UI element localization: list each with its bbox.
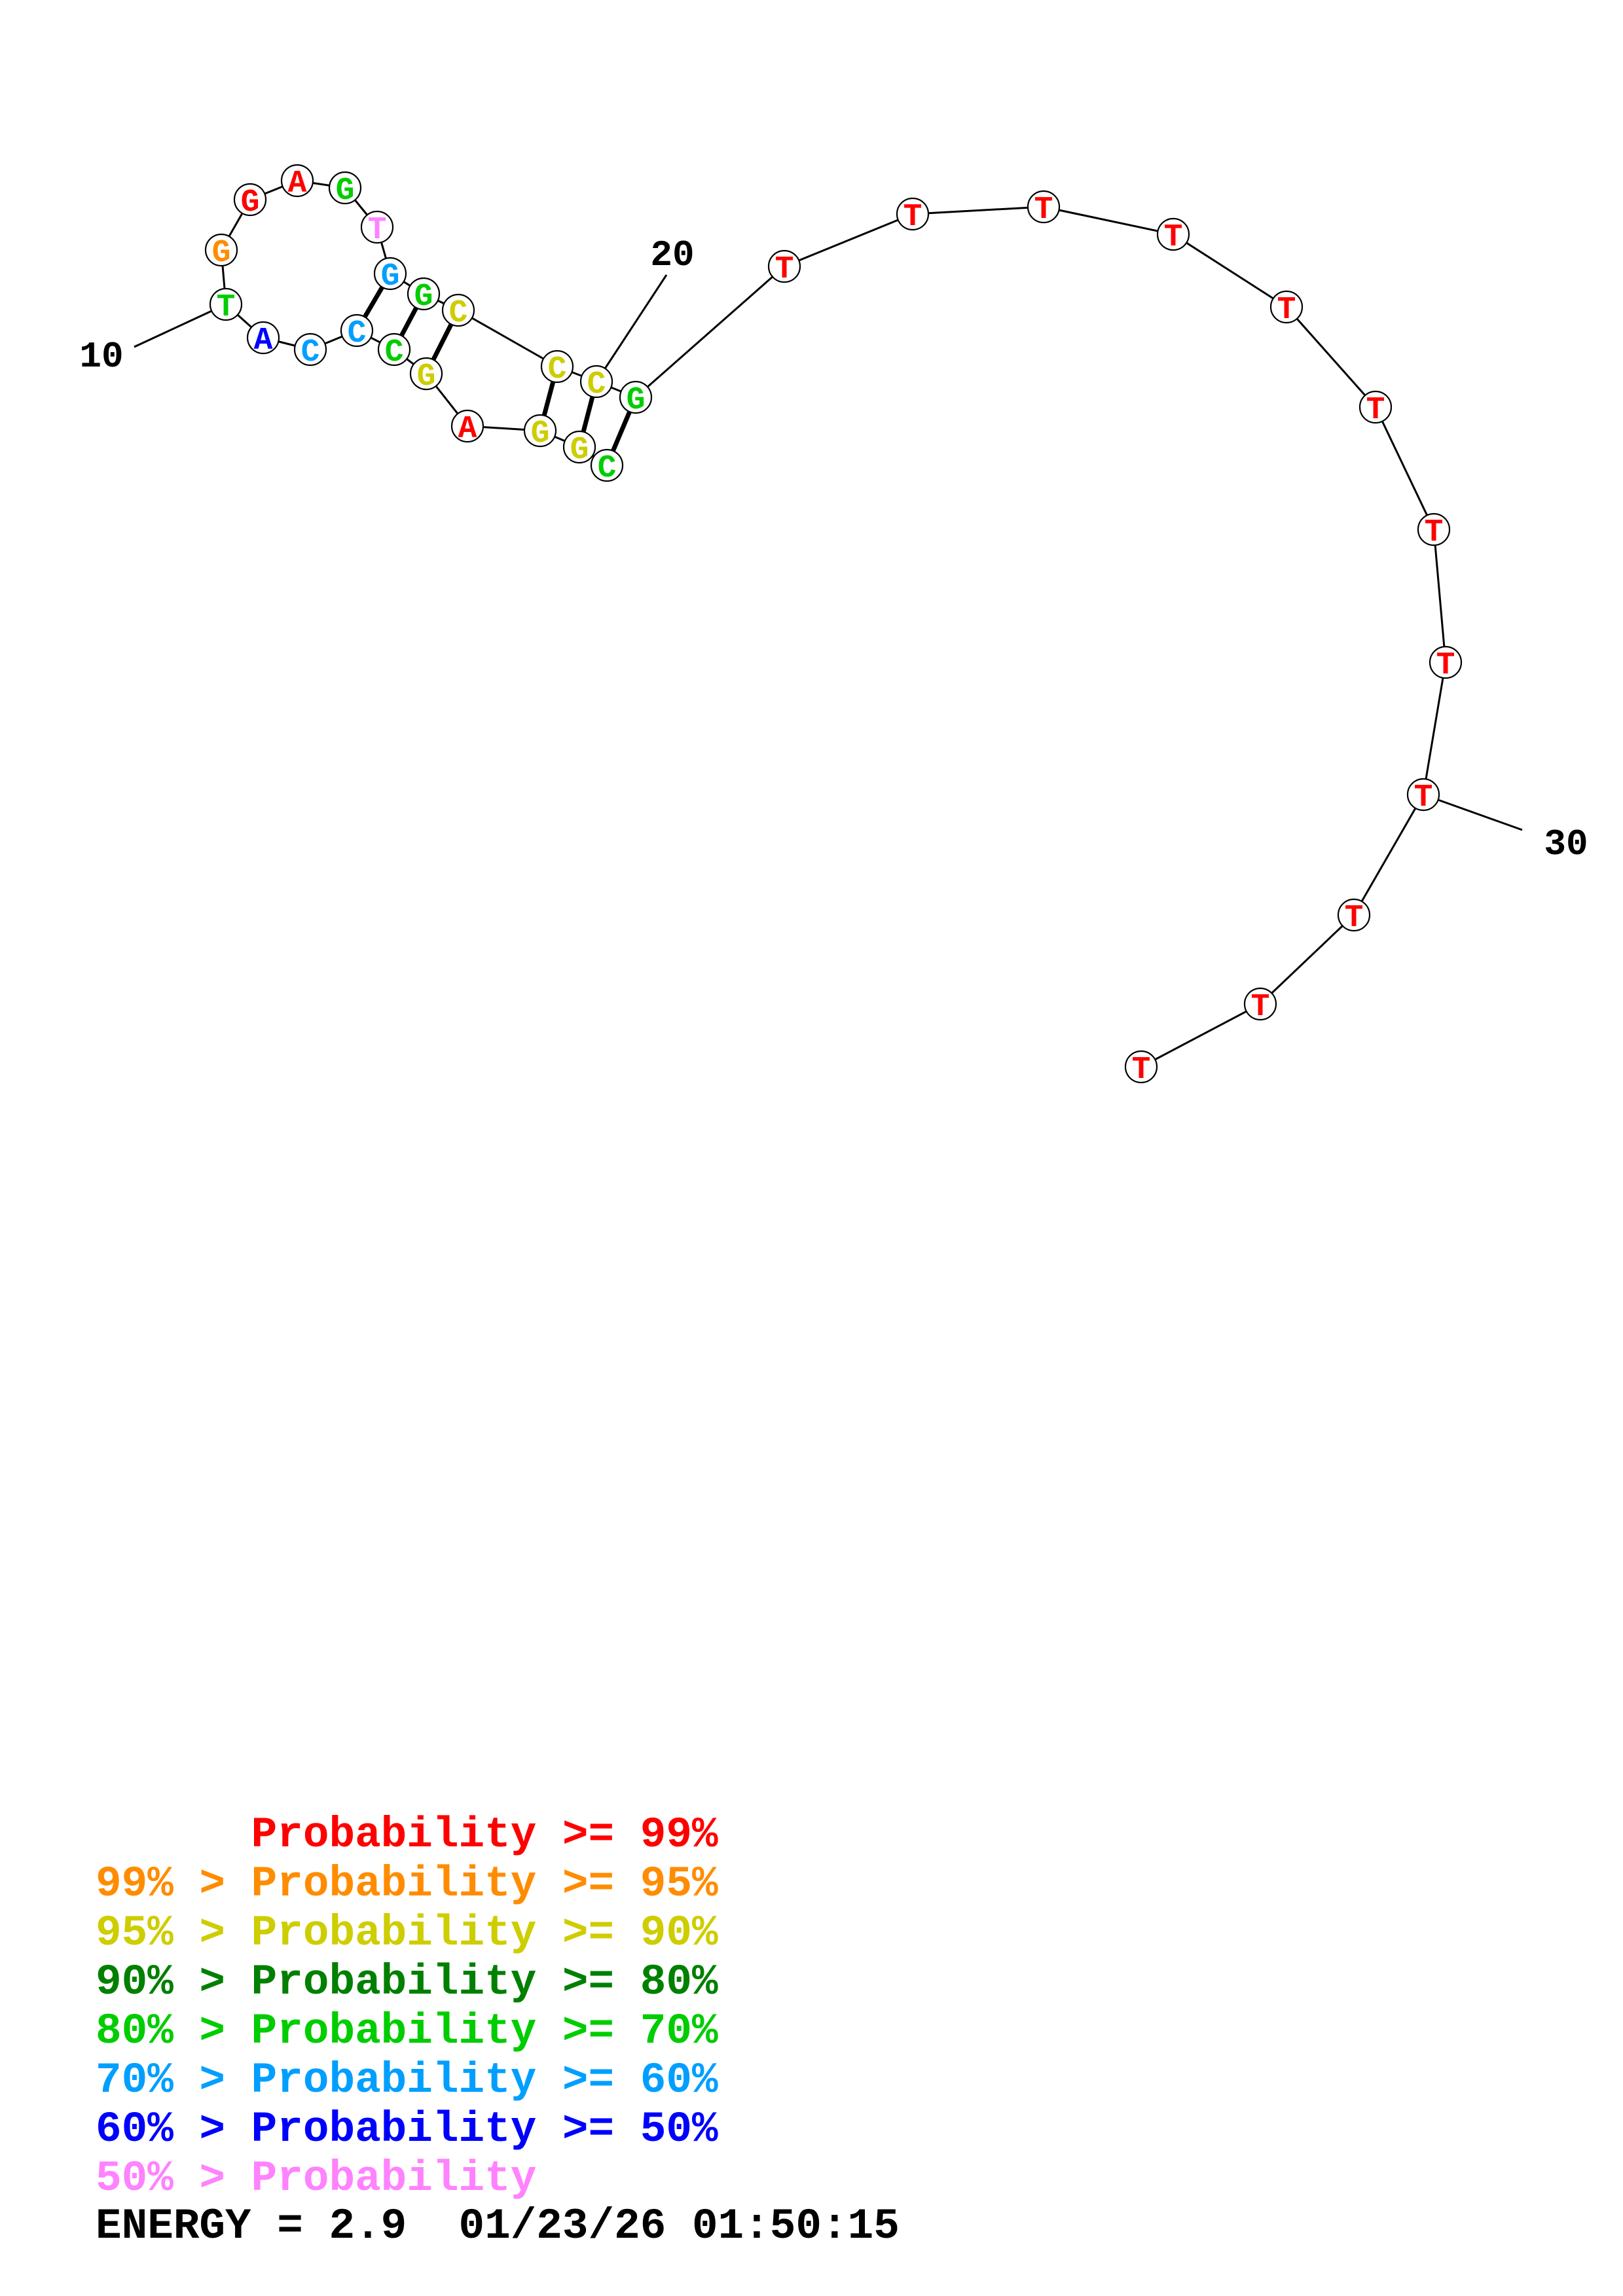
legend-row: 80% > Probability >= 70% <box>96 2007 718 2056</box>
nucleotide-circle <box>619 380 653 414</box>
backbone-line <box>1173 233 1287 308</box>
nucleotide-circle <box>523 414 557 448</box>
nucleotide-circle <box>360 210 394 244</box>
nucleotide-circle <box>579 365 613 399</box>
backbone-line <box>1140 1003 1261 1068</box>
nucleotide-letter-a: A <box>458 412 477 447</box>
nucleotide-circle <box>373 257 407 291</box>
nucleotide-circle <box>280 164 314 198</box>
nucleotide-circle <box>1156 217 1190 251</box>
nucleotide-circle <box>209 287 243 321</box>
nucleotide-circle <box>1269 290 1304 324</box>
nucleotide-circle <box>1417 512 1451 547</box>
nucleotide-letter-g: G <box>381 259 400 295</box>
nucleotide-circle <box>340 314 374 348</box>
nucleotide-letter-g: G <box>417 359 436 395</box>
legend: Probability >= 99% 99% > Probability >= 9… <box>96 1810 718 2203</box>
nucleotide-letter-c: C <box>301 335 320 370</box>
nucleotide-circle <box>328 171 362 205</box>
backbone-line <box>1353 794 1425 916</box>
nucleotide-letter-g: G <box>241 185 260 221</box>
nucleotide-circle <box>246 321 280 355</box>
nucleotide-letter-t: T <box>1425 515 1444 550</box>
nucleotide-letter-t: T <box>217 290 236 325</box>
nucleotide-letter-g: G <box>414 279 433 315</box>
nucleotide-circle <box>1243 987 1277 1021</box>
nucleotide-circle <box>409 357 443 391</box>
nucleotide-letter-g: G <box>336 173 355 209</box>
nucleotide-circle <box>1359 390 1393 424</box>
backbone-line <box>1374 406 1435 530</box>
nucleotide-letter-t: T <box>368 213 387 248</box>
nucleotide-circle <box>540 350 574 384</box>
nucleotide-letter-t: T <box>1345 901 1364 936</box>
backbone-line <box>635 265 785 399</box>
legend-row: 50% > Probability <box>96 2154 537 2203</box>
nucleotide-circle <box>293 332 327 367</box>
nucleotide-letter-c: C <box>348 316 367 351</box>
nucleotide-letter-c: C <box>598 451 617 486</box>
legend-row: 90% > Probability >= 80% <box>96 1958 718 2007</box>
nucleotide-letter-a: A <box>254 323 273 359</box>
nucleotide-letter-c: C <box>449 296 468 331</box>
nucleotide-letter-t: T <box>1366 393 1385 428</box>
backbone-line <box>1285 306 1377 408</box>
nucleotide-letter-c: C <box>385 335 404 370</box>
sequence-number-label: 30 <box>1544 823 1588 865</box>
number-leader-line <box>134 303 227 348</box>
nucleotide-circle <box>441 293 475 327</box>
nucleotide-letter-t: T <box>1251 990 1270 1025</box>
legend-row: 70% > Probability >= 60% <box>96 2056 718 2105</box>
nucleotide-letter-t: T <box>1164 220 1183 255</box>
legend-row: Probability >= 99% <box>96 1810 718 1859</box>
backbone-line <box>784 213 913 268</box>
nucleotide-circle <box>1406 778 1440 812</box>
nucleotide-letter-g: G <box>570 433 589 468</box>
nucleotide-circle <box>1337 898 1371 932</box>
nucleotide-letter-c: C <box>548 352 567 387</box>
nucleotide-letter-t: T <box>1277 293 1296 328</box>
backbone-line <box>1432 529 1447 663</box>
nucleotide-circle <box>562 430 596 464</box>
nucleotide-circle <box>590 448 624 482</box>
nucleotide-letter-a: A <box>288 166 307 202</box>
number-leader-line <box>595 274 668 382</box>
backbone-line <box>912 206 1044 215</box>
nucleotide-circle <box>377 332 411 367</box>
legend-row: 95% > Probability >= 90% <box>96 1909 718 1958</box>
backbone-line <box>1043 206 1174 236</box>
legend-row: 60% > Probability >= 50% <box>96 2105 718 2154</box>
nucleotide-letter-c: C <box>587 367 606 403</box>
nucleotide-letter-g: G <box>212 236 231 271</box>
nucleotide-letter-t: T <box>1436 648 1455 683</box>
nucleotide-circle <box>450 409 484 443</box>
legend-row: 99% > Probability >= 95% <box>96 1859 718 1909</box>
sequence-number-label: 20 <box>650 234 694 276</box>
backbone-line <box>458 309 558 368</box>
nucleotide-letter-t: T <box>775 252 794 287</box>
nucleotide-circle <box>1429 645 1463 679</box>
energy-footer: ENERGY = 2.9 01/23/26 01:50:15 <box>96 2202 900 2251</box>
nucleotide-letter-t: T <box>1414 780 1433 816</box>
nucleotide-circle <box>204 233 238 267</box>
nucleotide-letter-t: T <box>1034 192 1053 228</box>
sequence-number-label: 10 <box>79 336 123 378</box>
nucleotide-circle <box>896 197 930 231</box>
nucleotide-letter-t: T <box>903 200 922 235</box>
nucleotide-letter-g: G <box>627 383 646 418</box>
nucleotide-letter-t: T <box>1132 1052 1151 1088</box>
nucleotide-circle <box>407 277 441 311</box>
number-leader-line <box>1423 793 1523 831</box>
backbone-line <box>1259 914 1355 1005</box>
nucleotide-circle <box>233 183 267 217</box>
nucleotide-circle <box>1124 1050 1158 1084</box>
nucleotide-circle <box>767 249 801 283</box>
backbone-line <box>1422 662 1447 795</box>
nucleotide-circle <box>1027 190 1061 224</box>
nucleotide-letter-g: G <box>531 416 550 452</box>
